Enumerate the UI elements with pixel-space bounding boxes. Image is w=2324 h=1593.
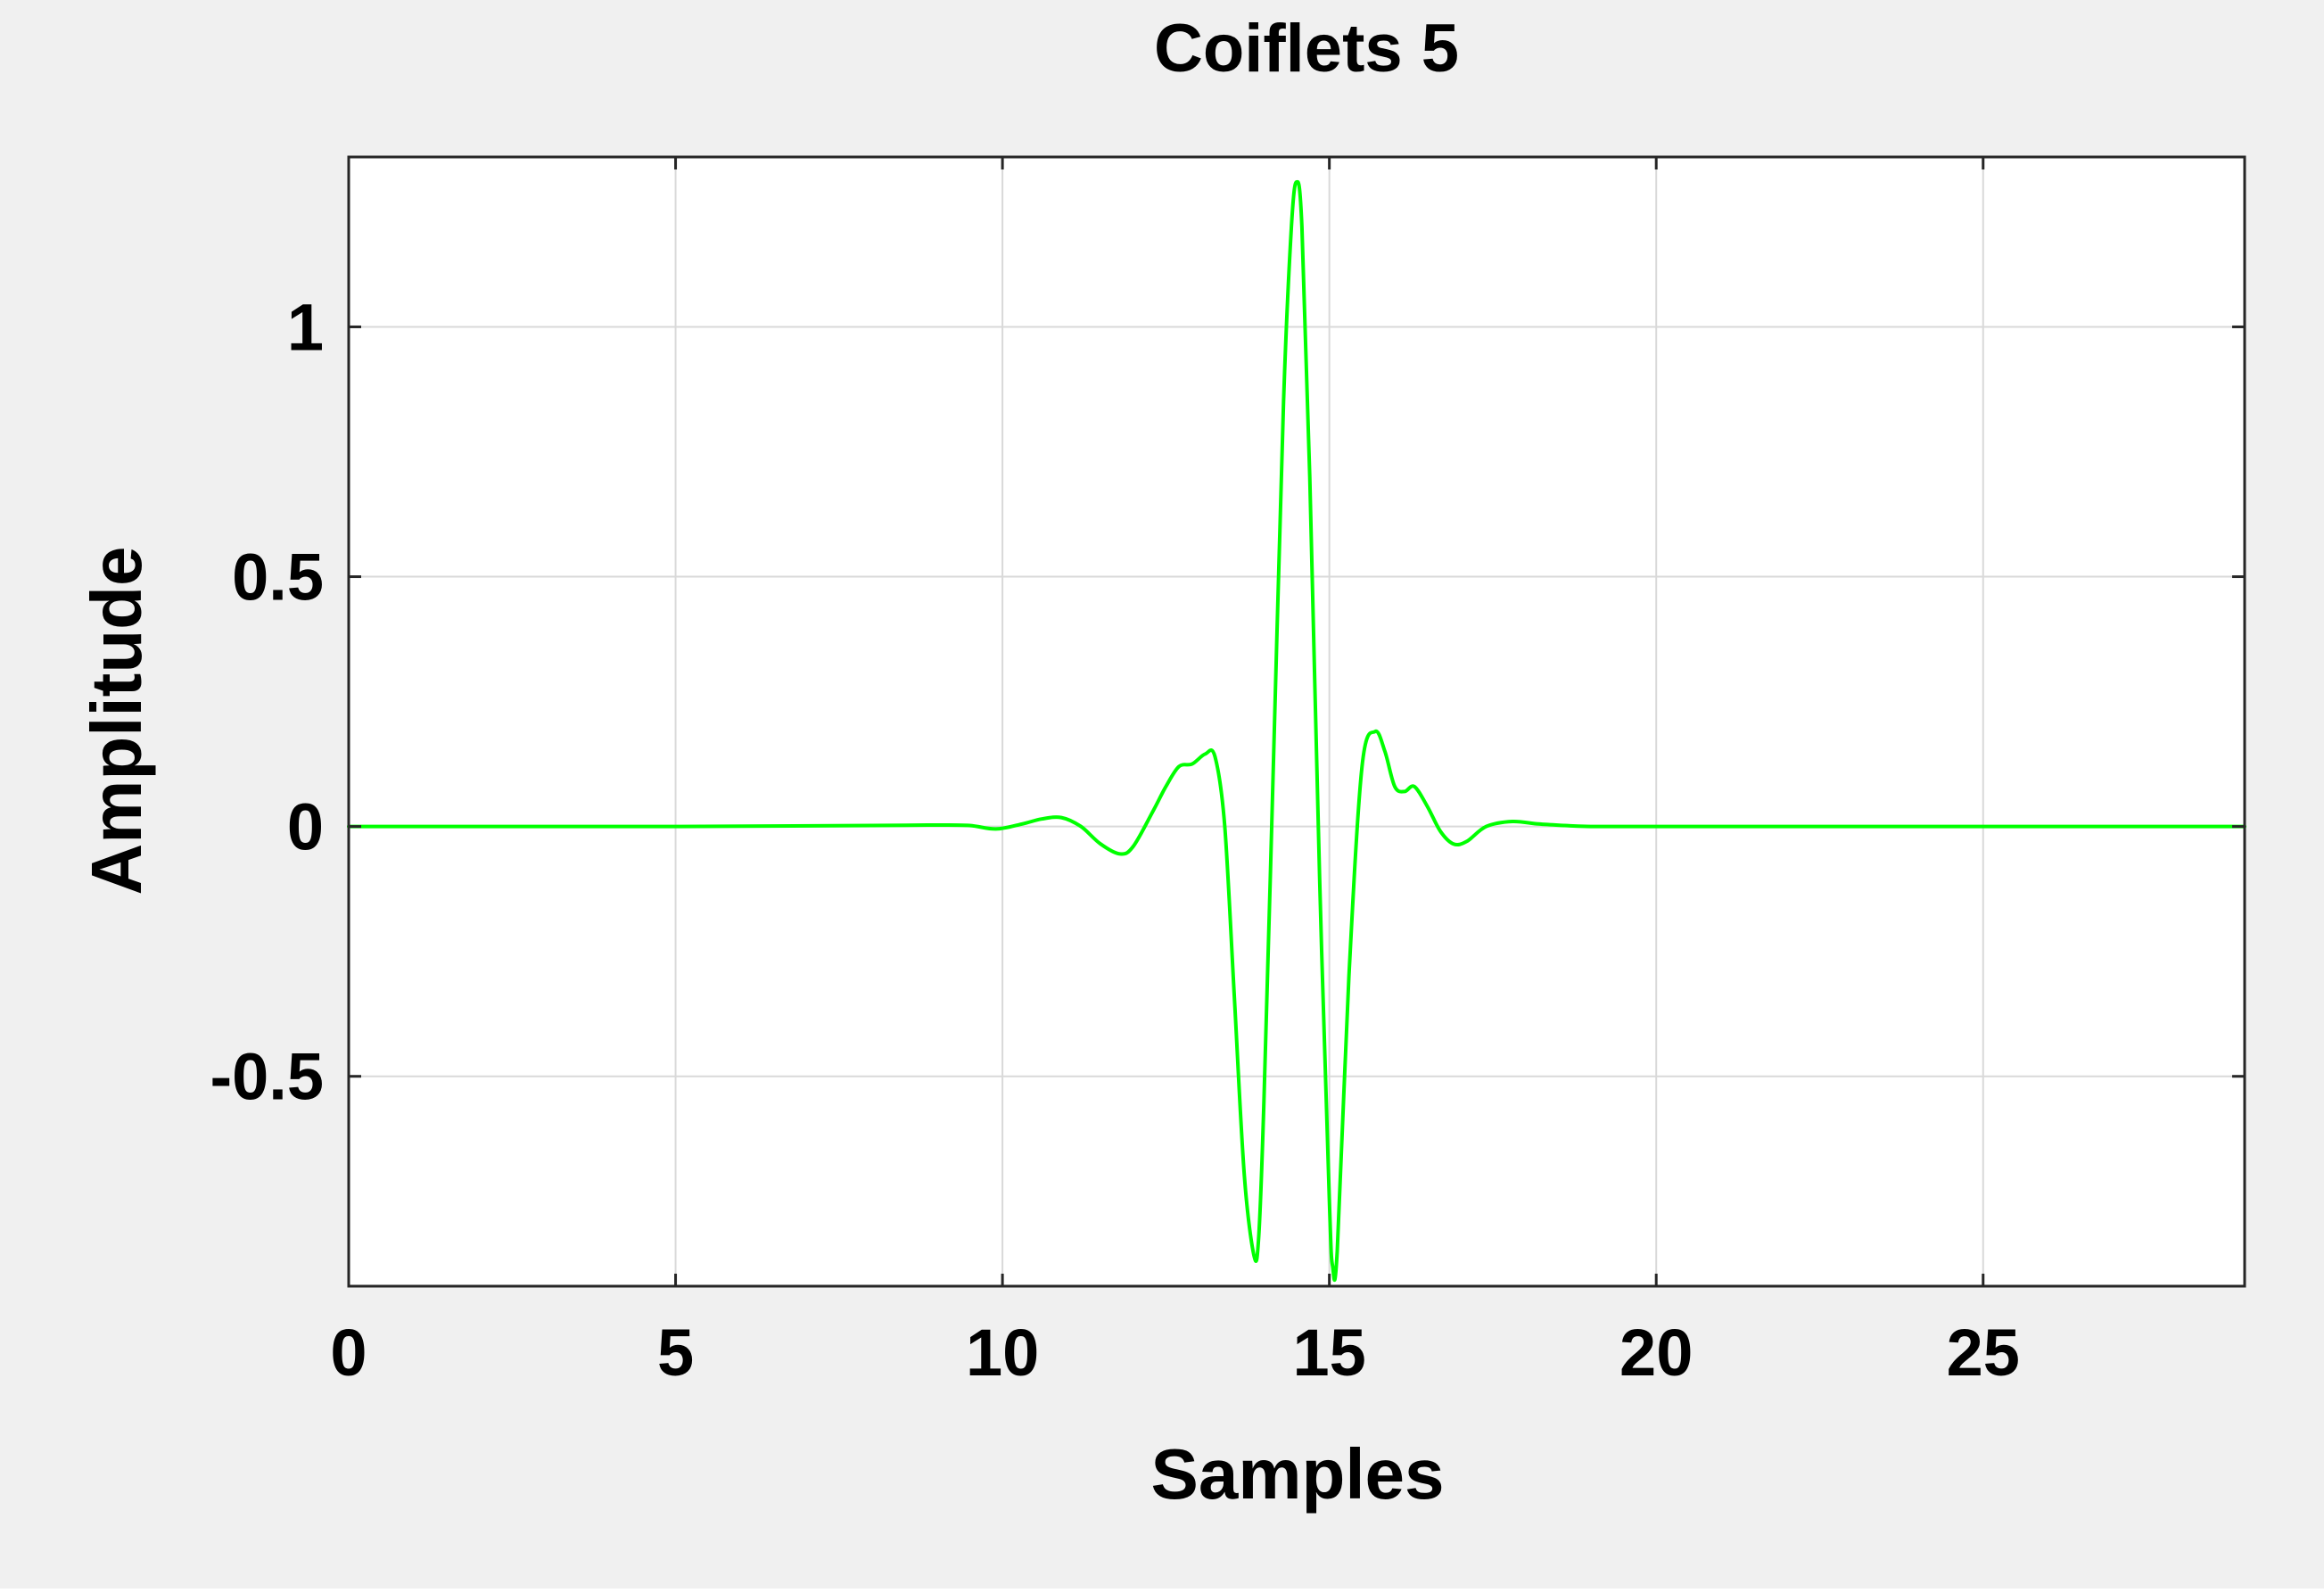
x-tick-label: 0 <box>330 1316 367 1390</box>
x-tick-label: 25 <box>1947 1316 2020 1390</box>
axes-frame <box>347 155 2246 1288</box>
x-tick-label: 5 <box>657 1316 694 1390</box>
series-layer <box>347 179 2246 1282</box>
y-tick-label: 0.5 <box>232 541 324 615</box>
x-tick-label: 20 <box>1619 1316 1693 1390</box>
tick-marks <box>347 157 2245 1286</box>
y-tick-labels: -0.5 0 0.5 1 <box>210 290 324 1113</box>
axes-background <box>349 157 2245 1286</box>
x-axis-label: Samples <box>1150 1434 1444 1514</box>
series-line <box>347 179 2246 1282</box>
y-tick-label: 1 <box>287 290 324 364</box>
x-tick-label: 10 <box>966 1316 1039 1390</box>
chart-title: Coiflets 5 <box>1154 11 1459 87</box>
y-tick-label: 0 <box>287 790 324 864</box>
x-tick-label: 15 <box>1292 1316 1365 1390</box>
y-axis-label: Amplitude <box>77 546 156 895</box>
y-tick-label: -0.5 <box>210 1040 324 1114</box>
x-tick-labels: 0 5 10 15 20 25 <box>330 1316 2019 1390</box>
